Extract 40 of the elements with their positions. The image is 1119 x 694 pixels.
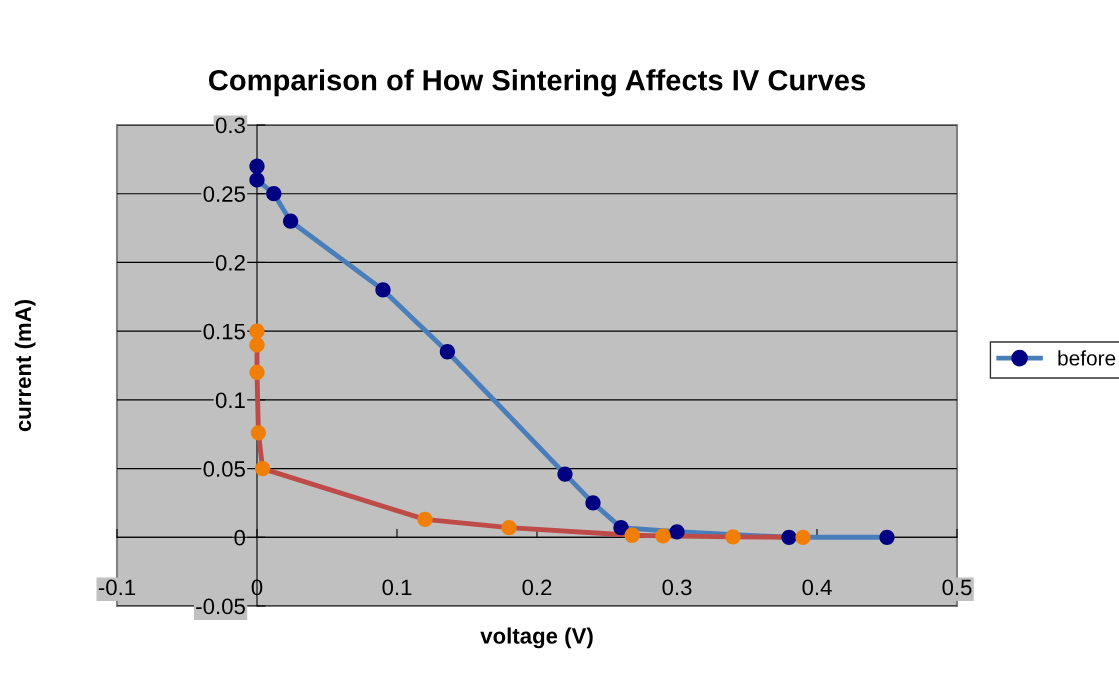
y-tick-label: 0.1 xyxy=(215,392,245,409)
point xyxy=(585,495,601,511)
point xyxy=(795,529,811,545)
point xyxy=(624,527,640,543)
y-tick-label: 0.3 xyxy=(215,117,245,134)
legend-label: before xyxy=(1058,350,1116,366)
x-tick-label: -0.1 xyxy=(98,579,136,596)
point xyxy=(501,520,517,536)
x-tick-label: 0.2 xyxy=(522,579,552,596)
y-tick-label: 0.15 xyxy=(203,323,245,340)
y-tick-label: -0.05 xyxy=(196,598,245,615)
point xyxy=(879,529,895,545)
point xyxy=(669,524,685,540)
point xyxy=(249,364,265,381)
x-tick-label: 0.3 xyxy=(662,579,692,596)
point xyxy=(725,529,741,545)
y-tick-label: 0.05 xyxy=(203,461,245,477)
point xyxy=(266,186,282,202)
point xyxy=(250,425,267,441)
x-tick-label: 0.1 xyxy=(382,579,412,596)
point xyxy=(375,282,391,298)
y-axis-title: current (mA) xyxy=(14,299,36,432)
point xyxy=(781,529,797,545)
point xyxy=(254,460,271,477)
chart-title: Comparison of How Sintering Affects IV Curves xyxy=(208,69,866,97)
y-tick-label: 0.2 xyxy=(215,254,245,271)
point xyxy=(417,511,433,528)
x-tick-label: 0.5 xyxy=(942,579,972,596)
point xyxy=(249,172,265,188)
point xyxy=(249,337,265,353)
point xyxy=(439,344,456,360)
y-tick-label: 0.25 xyxy=(203,186,245,202)
x-tick-label: 0.4 xyxy=(802,579,832,596)
point xyxy=(282,213,299,229)
point xyxy=(613,520,629,536)
point xyxy=(249,323,265,339)
point xyxy=(655,528,671,544)
x-axis-title: voltage (V) xyxy=(480,627,593,649)
point xyxy=(249,158,265,174)
point xyxy=(557,466,573,482)
